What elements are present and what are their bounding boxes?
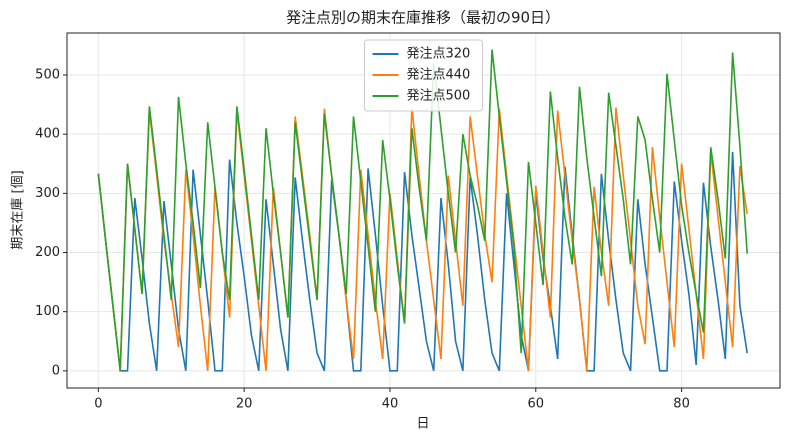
y-tick-label: 0 — [52, 363, 60, 378]
x-tick-label: 60 — [527, 397, 544, 412]
y-tick-label: 100 — [35, 304, 60, 319]
x-tick-label: 0 — [94, 397, 102, 412]
x-tick-label: 80 — [673, 397, 690, 412]
legend-label: 発注点320 — [407, 47, 471, 62]
x-tick-label: 40 — [382, 397, 399, 412]
series-line — [97, 107, 748, 371]
y-tick-label: 300 — [35, 186, 60, 201]
legend-box — [364, 39, 483, 112]
chart-title: 発注点別の期末在庫推移（最初の90日） — [286, 9, 560, 27]
x-axis-label: 日 — [416, 417, 429, 432]
y-tick-label: 500 — [35, 68, 60, 83]
legend-label: 発注点440 — [407, 68, 471, 83]
legend-label: 発注点500 — [407, 89, 471, 104]
plot-frame — [66, 32, 781, 389]
y-tick-label: 200 — [35, 245, 60, 260]
y-axis-label: 期末在庫 [個] — [11, 170, 26, 249]
x-tick-label: 20 — [236, 397, 253, 412]
legend: 発注点320 発注点440 発注点500 — [364, 39, 483, 112]
y-tick-label: 400 — [35, 127, 60, 142]
series-line — [97, 49, 748, 371]
series-line — [97, 151, 748, 372]
